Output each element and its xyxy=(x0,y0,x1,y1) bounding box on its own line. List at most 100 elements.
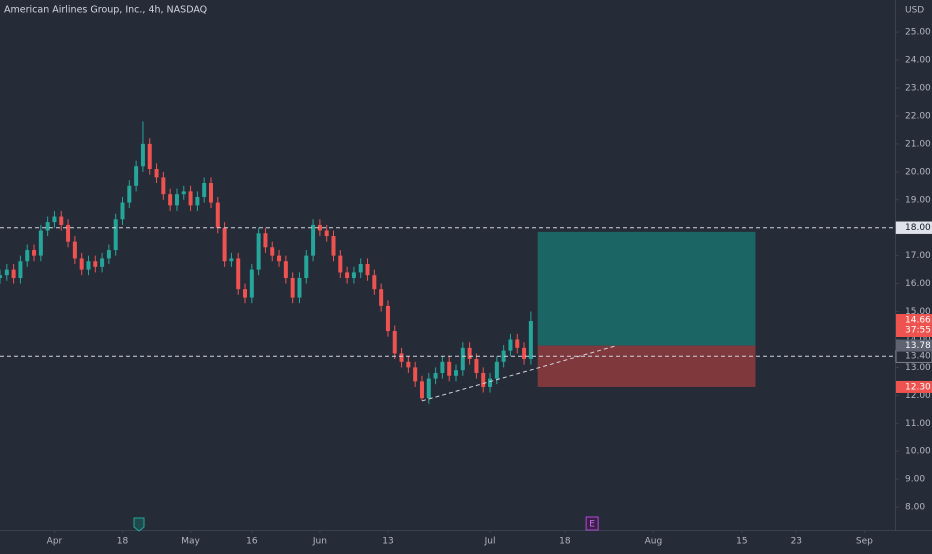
candle-body xyxy=(522,347,527,360)
candle-body xyxy=(154,169,159,178)
event-icon xyxy=(585,516,599,531)
candle-body xyxy=(447,361,452,376)
candle-body xyxy=(277,255,282,262)
candle-body xyxy=(392,331,397,354)
y-tick-label: 10.00 xyxy=(905,447,931,457)
y-tick-label: 15.00 xyxy=(905,307,931,317)
currency: USD xyxy=(905,6,924,16)
candle-body xyxy=(454,370,459,376)
level-label: 18.00 xyxy=(905,223,931,233)
candle-body xyxy=(501,350,506,362)
x-tick-label: 15 xyxy=(736,537,747,547)
candle-body xyxy=(72,241,77,259)
candle-body xyxy=(317,224,322,231)
candle-body xyxy=(379,289,384,306)
candle-body xyxy=(494,361,499,379)
candle-body xyxy=(324,230,329,237)
candle-body xyxy=(419,381,424,399)
candle-body xyxy=(168,194,173,206)
y-tick-label: 23.00 xyxy=(905,84,931,94)
candle-body xyxy=(345,272,350,278)
candle-body xyxy=(147,143,152,170)
x-tick-label: Apr xyxy=(47,537,63,547)
candle-body xyxy=(467,347,472,360)
x-tick-label: Jun xyxy=(312,537,327,547)
candle-body xyxy=(406,361,411,368)
candle-body xyxy=(385,305,390,332)
candle-body xyxy=(358,264,363,273)
candle-body xyxy=(59,216,64,225)
x-tick-label: Aug xyxy=(645,537,663,547)
y-tick-label: 21.00 xyxy=(905,139,931,149)
candle-body xyxy=(331,236,336,256)
profit-zone xyxy=(537,231,756,346)
candle-body xyxy=(236,258,241,290)
level-label: 13.40 xyxy=(905,352,931,362)
candle-body xyxy=(515,339,520,348)
candle-body xyxy=(161,177,166,195)
candle-body xyxy=(11,269,16,278)
candle-body xyxy=(263,233,268,248)
candle-body xyxy=(106,250,111,259)
candle-body xyxy=(134,166,139,186)
candle-body xyxy=(174,194,179,206)
candle-body xyxy=(297,277,302,298)
candle-body xyxy=(460,347,465,371)
candle-body xyxy=(311,224,316,256)
y-tick-label: 16.00 xyxy=(905,279,931,289)
y-tick-label: 22.00 xyxy=(905,111,931,121)
candle-body xyxy=(488,378,493,387)
candle-body xyxy=(0,275,2,278)
y-tick-label: 20.00 xyxy=(905,167,931,177)
candle-body xyxy=(181,191,186,195)
candle-body xyxy=(120,202,125,220)
candle-body xyxy=(399,353,404,362)
candle-body xyxy=(474,359,479,373)
candle-body xyxy=(426,378,431,399)
candle-body xyxy=(338,255,343,273)
y-tick-label: 17.00 xyxy=(905,251,931,261)
x-tick-label: 13 xyxy=(382,537,393,547)
candle-body xyxy=(45,222,50,231)
candle-body xyxy=(86,261,91,270)
candle-body xyxy=(481,372,486,387)
y-tick-label: 19.00 xyxy=(905,195,931,205)
candle-body xyxy=(229,258,234,262)
candle-body xyxy=(140,143,145,167)
candle-body xyxy=(52,216,57,223)
candle-body xyxy=(433,372,438,379)
candle-body xyxy=(202,182,207,197)
candle-body xyxy=(208,182,213,203)
candle-body xyxy=(113,219,118,251)
candle-body xyxy=(79,258,84,270)
entry-label: 13.78 xyxy=(905,341,931,351)
candle-body xyxy=(4,269,9,276)
stop-label-bg xyxy=(896,380,932,393)
x-tick-label: May xyxy=(181,537,200,547)
y-tick-label: 12.00 xyxy=(905,391,931,401)
candle-body xyxy=(18,261,23,278)
candle-body xyxy=(256,233,261,270)
candle-body xyxy=(188,191,193,206)
x-tick-label: 18 xyxy=(117,537,129,547)
candle-body xyxy=(508,339,513,351)
stop-label: 12.30 xyxy=(905,382,931,392)
candle-body xyxy=(413,367,418,382)
candle-body xyxy=(222,227,227,262)
candle-body xyxy=(32,250,37,256)
candle-body xyxy=(372,275,377,290)
level-label-bg xyxy=(895,221,932,234)
candle-body xyxy=(440,361,445,373)
candle-body xyxy=(249,269,254,298)
entry-label-bg xyxy=(896,339,932,352)
candle-body xyxy=(195,196,200,206)
candle-body xyxy=(351,272,356,278)
candle-body xyxy=(66,224,71,242)
loss-zone xyxy=(537,345,756,387)
countdown-label: 37:55 xyxy=(905,326,931,336)
candle-body xyxy=(100,258,105,267)
y-tick-label: 25.00 xyxy=(905,28,931,38)
dividend-icon xyxy=(133,517,145,532)
trendline xyxy=(421,345,617,402)
